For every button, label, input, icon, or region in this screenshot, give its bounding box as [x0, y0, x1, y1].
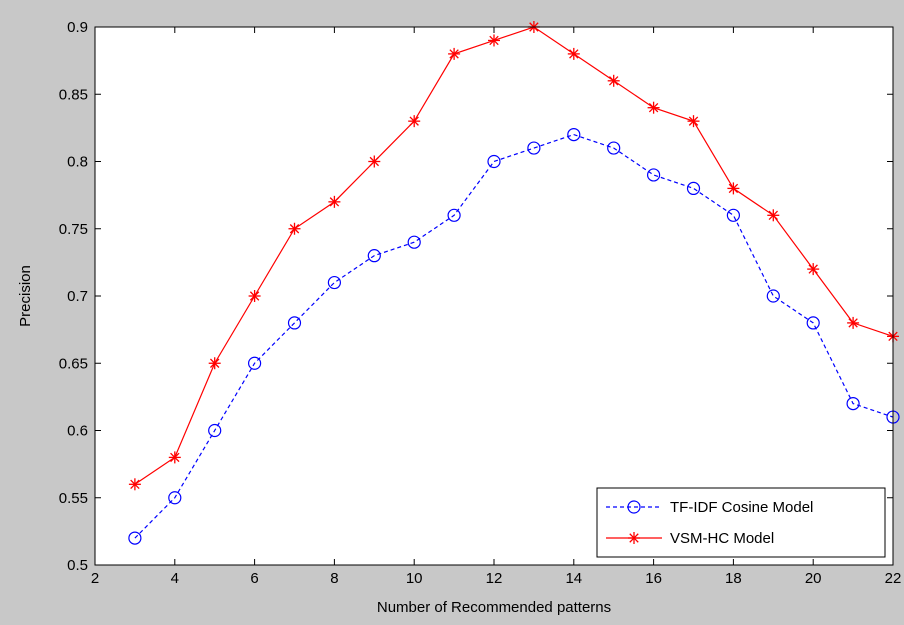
data-point-vsmhc — [128, 478, 141, 491]
series-line-vsmhc — [134, 26, 894, 485]
data-point-tfidf — [248, 356, 262, 370]
data-point-vsmhc — [248, 290, 261, 302]
x-tick-label: 20 — [805, 570, 822, 587]
data-point-tfidf — [447, 208, 461, 222]
data-point-vsmhc — [168, 451, 181, 464]
y-tick-label: 0.55 — [59, 490, 88, 507]
tick-labels: 2 4 6 8 10 12 14 16 18 20 22 0.5 0.55 0.6 0.65 0.7 0.75 0… — [59, 19, 902, 587]
y-tick-label: 0.9 — [67, 19, 88, 36]
legend-box — [596, 487, 886, 558]
data-point-tfidf — [686, 181, 701, 195]
data-point-tfidf — [367, 249, 381, 263]
y-tick-label: 0.8 — [67, 154, 88, 171]
y-tick-label: 0.65 — [59, 355, 88, 372]
legend: TF-IDF Cosine Model VSM-HC Model — [596, 487, 886, 558]
data-point-tfidf — [726, 208, 741, 222]
y-tick-label: 0.75 — [59, 221, 88, 238]
data-point-tfidf — [527, 141, 541, 155]
data-point-tfidf — [407, 235, 421, 249]
data-point-tfidf — [208, 423, 222, 438]
x-tick-label: 4 — [171, 570, 179, 587]
y-tick-label: 0.85 — [59, 86, 88, 103]
data-point-vsmhc — [847, 316, 860, 329]
data-point-tfidf — [567, 128, 581, 142]
legend-marker-tfidf — [627, 500, 641, 514]
data-point-tfidf — [766, 289, 780, 303]
legend-entry-vsmhc: VSM-HC Model — [606, 530, 774, 547]
plot-area — [95, 27, 893, 565]
data-point-vsmhc — [208, 357, 221, 370]
data-point-tfidf — [487, 154, 501, 169]
data-point-tfidf — [168, 491, 182, 505]
plot-frame — [94, 26, 894, 566]
x-tick-label: 2 — [91, 570, 99, 587]
x-tick-label: 6 — [250, 570, 258, 587]
y-axis-label: Precision — [17, 265, 34, 327]
series-line-tfidf — [134, 133, 894, 539]
data-point-vsmhc — [567, 47, 580, 60]
y-tick-label: 0.7 — [67, 288, 88, 305]
legend-label-tfidf: TF-IDF Cosine Model — [670, 499, 813, 516]
data-point-vsmhc — [607, 74, 620, 87]
x-tick-label: 22 — [885, 570, 902, 587]
x-tick-label: 10 — [406, 570, 423, 587]
x-axis-label: Number of Recommended patterns — [377, 599, 611, 616]
data-point-vsmhc — [448, 47, 461, 60]
data-point-vsmhc — [727, 182, 740, 195]
data-point-vsmhc — [807, 263, 820, 276]
data-point-vsmhc — [328, 195, 341, 208]
legend-entry-tfidf: TF-IDF Cosine Model — [606, 499, 813, 516]
data-point-vsmhc — [647, 101, 660, 114]
x-tick-label: 18 — [725, 570, 742, 587]
data-point-tfidf — [327, 275, 341, 290]
legend-marker-vsmhc — [628, 532, 640, 544]
x-tick-label: 16 — [645, 570, 662, 587]
data-point-vsmhc — [687, 115, 700, 128]
data-point-vsmhc — [408, 115, 421, 128]
data-point-tfidf — [128, 531, 142, 545]
data-point-tfidf — [806, 316, 820, 330]
data-point-vsmhc — [767, 209, 780, 222]
x-tick-label: 12 — [486, 570, 503, 587]
y-tick-label: 0.6 — [67, 423, 88, 440]
y-tick-label: 0.5 — [67, 557, 88, 574]
data-point-tfidf — [607, 141, 621, 155]
x-tick-label: 14 — [565, 570, 582, 587]
data-point-tfidf — [646, 168, 661, 182]
data-point-vsmhc — [368, 155, 381, 168]
data-point-vsmhc — [488, 34, 500, 47]
data-point-vsmhc — [288, 222, 301, 235]
data-point-tfidf — [846, 397, 860, 411]
data-point-tfidf — [287, 316, 302, 330]
legend-label-vsmhc: VSM-HC Model — [670, 530, 774, 547]
x-tick-label: 8 — [330, 570, 338, 587]
